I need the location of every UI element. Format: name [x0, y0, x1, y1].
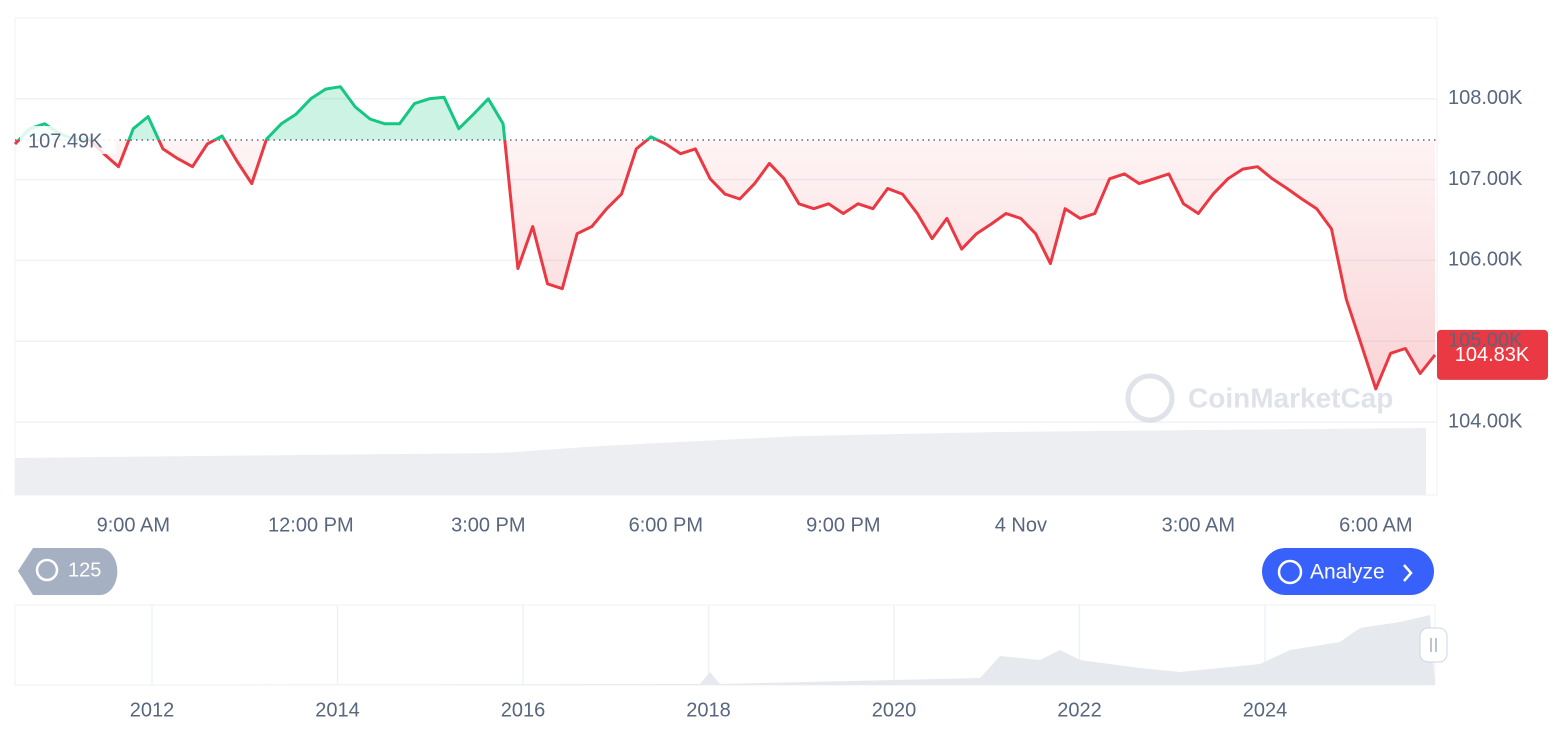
y-tick-label: 104.00K	[1448, 410, 1523, 432]
navigator-label: 2012	[130, 699, 175, 721]
x-tick-label: 3:00 PM	[451, 514, 525, 536]
watermark-text: CoinMarketCap	[1188, 382, 1393, 413]
plot-frame	[14, 17, 1438, 496]
y-tick-label: 105.00K	[1448, 329, 1523, 351]
baseline-label-bg	[20, 126, 116, 155]
badge-count[interactable]: 125	[68, 559, 101, 581]
watermark: CoinMarketCap	[1125, 373, 1393, 423]
y-tick-label: 108.00K	[1448, 87, 1523, 109]
current-price-label: 104.83K	[1455, 344, 1530, 366]
analyze-chevron	[1403, 564, 1413, 582]
current-price-badge	[1437, 329, 1548, 380]
area-fill-down	[15, 140, 1435, 389]
navigator-label: 2022	[1057, 699, 1102, 721]
x-tick-label: 9:00 PM	[806, 514, 880, 536]
x-tick-label: 4 Nov	[995, 514, 1047, 536]
analyze-button[interactable]: Analyze	[1262, 548, 1434, 595]
plot: 107.49K 104.83K	[13, 85, 1548, 391]
x-axis: 104.00K 105.00K 106.00K 107.00K 108.00K 9:00 …	[97, 87, 1524, 536]
history-badge[interactable]: 125	[18, 548, 118, 595]
navigator-label: 2014	[315, 699, 360, 721]
navigator-handle[interactable]	[1419, 627, 1448, 663]
watermark-logo	[1125, 373, 1175, 423]
x-tick-label: 3:00 AM	[1162, 514, 1235, 536]
y-tick-label: 107.00K	[1448, 168, 1523, 190]
baseline-label: 107.49K	[28, 130, 103, 152]
navigator: 2012 2014 2016 2018 2020 2022 2024	[130, 605, 1288, 721]
x-tick-label: 6:00 PM	[629, 514, 703, 536]
area-fill-up	[18, 86, 658, 141]
volume-area	[15, 428, 1426, 495]
analyze-label[interactable]: Analyze	[1310, 561, 1385, 584]
x-tick-label: 9:00 AM	[97, 514, 170, 536]
analyze-icon	[1277, 559, 1303, 585]
navigator-area	[15, 615, 1435, 685]
x-tick-label: 12:00 PM	[268, 514, 354, 536]
x-tick-label: 6:00 AM	[1339, 514, 1412, 536]
history-icon	[35, 558, 59, 582]
navigator-label: 2016	[501, 699, 546, 721]
navigator-label: 2020	[872, 699, 917, 721]
analyze-button-bg[interactable]	[1262, 548, 1434, 595]
y-tick-label: 106.00K	[1448, 249, 1523, 271]
navigator-label: 2018	[686, 699, 731, 721]
price-line-down	[13, 140, 1437, 391]
navigator-label: 2024	[1243, 699, 1288, 721]
price-line-up	[16, 85, 662, 141]
